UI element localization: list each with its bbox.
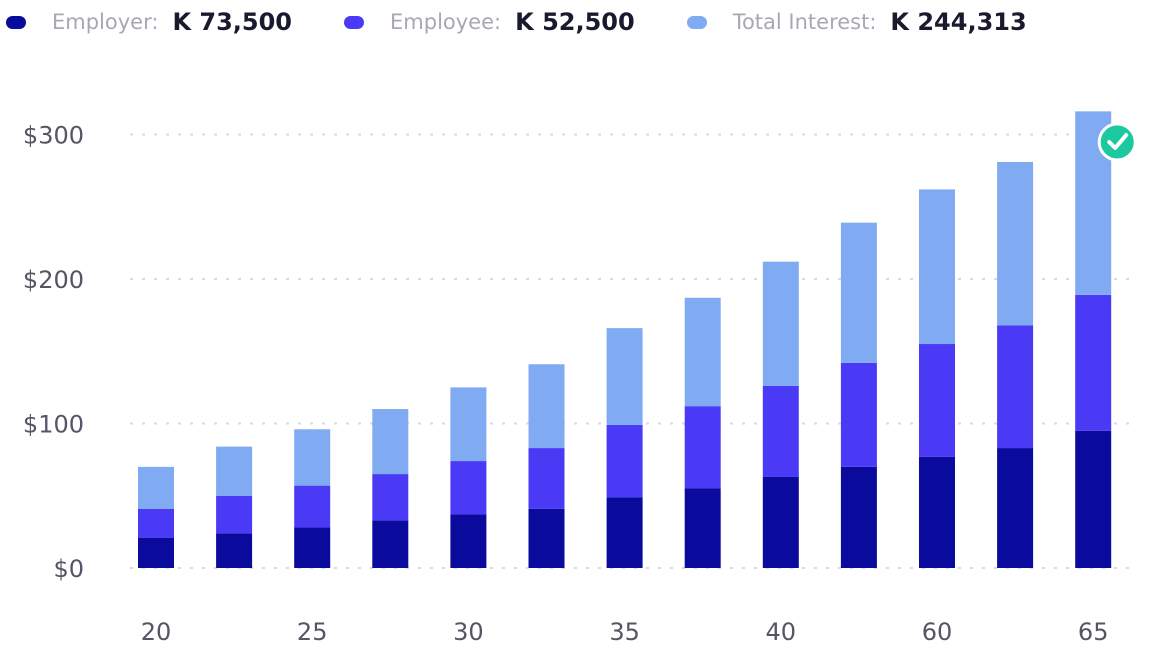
bar-segment-employer [528,508,565,568]
bar-segment-employee [606,424,643,498]
bar-segment-employer [372,520,409,568]
bar-segment-total-interest [762,261,799,386]
legend-label-employee: Employee: [390,10,502,34]
bar-segment-employee [684,406,721,489]
x-tick-label: 35 [609,618,640,646]
bar-segment-employee [294,485,331,528]
bar-segment-employer [294,527,331,568]
x-tick-label: 25 [297,618,328,646]
legend-swatch-interest [686,15,707,29]
legend-value-employer: K 73,500 [172,8,293,36]
bar-segment-employee [450,461,487,515]
bar-segment-employee [840,362,877,467]
y-tick-label: $100 [23,411,84,439]
bar-segment-employer [216,533,253,568]
bar-segment-total-interest [138,466,174,509]
bar-segment-total-interest [684,297,721,407]
bar-segment-total-interest [294,429,331,486]
bar-segment-total-interest [372,409,409,475]
bar-segment-employee [997,325,1034,449]
bar-segment-employer [1075,430,1112,568]
y-tick-label: $0 [53,555,84,583]
x-tick-label: 40 [766,618,797,646]
legend-label-employer: Employer: [52,10,159,34]
bar-segment-employer [762,476,799,568]
bar-segment-employee [372,474,409,521]
legend-value-employee: K 52,500 [515,8,635,36]
bar-segment-total-interest [997,161,1034,326]
bar-segment-employee [216,495,253,534]
chart-legend: Employer: K 73,500 Employee: K 52,500 To… [6,2,1146,42]
bar-segment-employer [606,497,643,568]
legend-item-interest: Total Interest: K 244,313 [686,8,1027,36]
bar-segment-total-interest [919,189,955,345]
check-mark-icon [1107,133,1129,150]
bar-segment-employer [138,537,174,568]
bar-segment-total-interest [606,328,643,425]
x-tick-label: 20 [141,618,172,646]
bar-segment-employee [528,448,565,509]
bar-segment-employer [997,448,1034,568]
bar-segment-total-interest [216,446,253,496]
legend-swatch-employee [344,15,365,29]
legend-value-interest: K 244,313 [890,8,1027,36]
x-tick-label: 65 [1078,618,1109,646]
bar-segment-employer [919,456,955,568]
legend-item-employer: Employer: K 73,500 [6,8,292,36]
bar-segment-employee [138,508,174,538]
bar-segment-employer [450,514,487,568]
bar-segment-employee [1075,294,1112,431]
y-tick-label: $300 [23,122,84,150]
bar-segment-employer [684,488,721,568]
check-circle-icon [1097,122,1137,162]
legend-label-interest: Total Interest: [732,10,877,34]
x-tick-label: 30 [453,618,484,646]
bar-segment-employee [919,344,955,457]
x-tick-label: 60 [922,618,953,646]
bar-segment-employer [840,466,877,568]
bar-segment-total-interest [528,364,565,449]
bar-segment-total-interest [840,222,877,363]
bar-segment-total-interest [450,387,487,462]
legend-item-employee: Employee: K 52,500 [344,8,635,36]
legend-swatch-employer [6,15,26,29]
bar-segment-employee [762,385,799,477]
y-tick-label: $200 [23,266,84,294]
